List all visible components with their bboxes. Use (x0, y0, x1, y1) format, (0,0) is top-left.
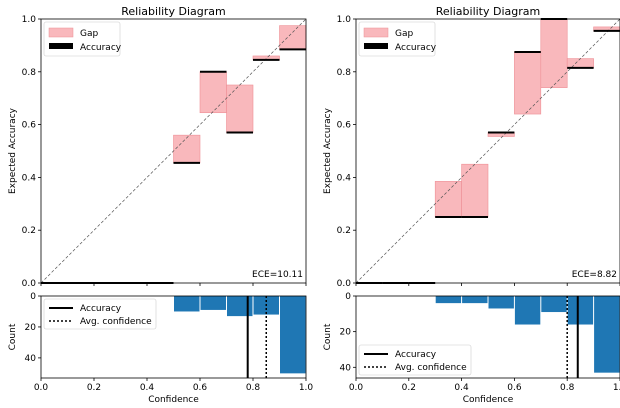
gap-bar (279, 25, 307, 50)
legend-gap-label: Gap (80, 29, 98, 39)
plot-frame (40, 18, 307, 284)
histogram-y-tick-label: 0 (345, 292, 351, 302)
chart-title: Reliability Diagram (121, 5, 225, 18)
histogram-legend-box (43, 298, 157, 330)
histogram-bar (514, 296, 541, 325)
y-tick-label: 0.8 (337, 68, 352, 78)
histogram-x-tick-label: 0.2 (87, 383, 101, 393)
histogram-frame (355, 295, 620, 379)
histogram-bar (435, 296, 462, 304)
legend-accuracy-label: Accuracy (395, 43, 437, 53)
histogram-legend-confidence-label: Avg. confidence (80, 317, 152, 327)
histogram-y-axis-label: Count (8, 323, 18, 350)
reliability-panel-1: Reliability Diagram 0.0 0.2 0.4 0.6 0.8 1.0 Exp… (8, 5, 313, 405)
histogram-x-tick-label: 1.0 (613, 383, 620, 393)
histogram-y-tick-label: 20 (340, 328, 352, 338)
histogram-bar (200, 296, 226, 310)
histogram-x-tick-label: 0.0 (34, 383, 49, 393)
histogram-bar (488, 296, 514, 309)
y-tick-label: 0.8 (22, 68, 37, 78)
y-tick-label: 0.2 (22, 226, 36, 236)
y-tick-label: 0.6 (22, 121, 37, 131)
histogram-frame (40, 295, 307, 379)
histogram-legend-accuracy-label: Accuracy (395, 350, 437, 360)
legend-accuracy-label: Accuracy (80, 43, 122, 53)
histogram-legend-accuracy-label: Accuracy (80, 304, 122, 314)
histogram-bar (174, 296, 200, 312)
histogram-bar (594, 296, 620, 373)
histogram-bar (541, 296, 567, 313)
histogram-bar (462, 296, 488, 304)
histogram-x-axis-label: Confidence (463, 395, 514, 405)
gap-bar (434, 181, 462, 218)
y-tick-label: 0.4 (22, 173, 37, 183)
perfect-calibration-line (355, 18, 620, 284)
gap-bar (566, 58, 594, 69)
histogram-y-tick-label: 40 (340, 363, 352, 373)
perfect-calibration-line (40, 18, 307, 284)
gap-bar (514, 51, 542, 115)
histogram-x-tick-label: 0.6 (507, 383, 522, 393)
plot-frame (355, 18, 620, 284)
y-tick-label: 0.0 (337, 279, 352, 289)
histogram-y-axis-label: Count (323, 323, 333, 350)
histogram-x-tick-label: 0.0 (349, 383, 364, 393)
gap-bar (199, 71, 227, 114)
confidence-histogram-2: 0 20 40 0.0 0.2 0.4 0.6 0.8 1.0 Confidence Count Ac… (323, 292, 620, 405)
y-axis-label: Expected Accuracy (323, 107, 333, 194)
chart-title: Reliability Diagram (436, 5, 540, 18)
histogram-x-tick-label: 0.4 (140, 383, 155, 393)
histogram-x-tick-label: 1.0 (299, 383, 314, 393)
histogram-bar (227, 296, 253, 317)
y-tick-label: 0.4 (337, 173, 352, 183)
y-tick-label: 1.0 (22, 15, 37, 25)
legend-accuracy-swatch (364, 43, 388, 49)
gap-bar (226, 84, 254, 133)
histogram-x-tick-label: 0.2 (402, 383, 416, 393)
legend-gap-swatch (363, 27, 389, 38)
legend-gap-swatch (48, 27, 74, 38)
ece-label: ECE=10.11 (252, 270, 303, 280)
histogram-y-tick-label: 0 (30, 292, 36, 302)
y-tick-label: 0.2 (337, 226, 351, 236)
histogram-legend-confidence-label: Avg. confidence (395, 363, 467, 373)
reliability-panel-2: Reliability Diagram 0.0 0.2 0.4 0.6 0.8 1.0 Exp… (323, 5, 620, 405)
y-tick-label: 0.6 (337, 121, 352, 131)
histogram-x-tick-label: 0.8 (560, 383, 575, 393)
confidence-histogram-1: 0 20 40 0.0 0.2 0.4 0.6 0.8 1.0 Confidence Count Ac… (8, 292, 313, 405)
y-tick-label: 0.0 (22, 279, 37, 289)
histogram-bar (567, 296, 594, 325)
histogram-bar (280, 296, 306, 374)
y-tick-label: 1.0 (337, 15, 352, 25)
histogram-y-tick-label: 20 (25, 323, 37, 333)
legend-gap-label: Gap (395, 29, 413, 39)
y-axis-label: Expected Accuracy (8, 107, 18, 194)
histogram-x-tick-label: 0.6 (193, 383, 208, 393)
histogram-x-tick-label: 0.4 (454, 383, 469, 393)
histogram-x-axis-label: Confidence (148, 395, 199, 405)
gap-bar (461, 163, 489, 218)
ece-label: ECE=8.82 (572, 270, 617, 280)
gap-bar (173, 134, 201, 164)
histogram-x-tick-label: 0.8 (246, 383, 261, 393)
gap-bar (540, 18, 568, 88)
histogram-legend-box (358, 344, 472, 376)
legend-accuracy-swatch (49, 43, 73, 49)
histogram-y-tick-label: 40 (25, 354, 37, 364)
